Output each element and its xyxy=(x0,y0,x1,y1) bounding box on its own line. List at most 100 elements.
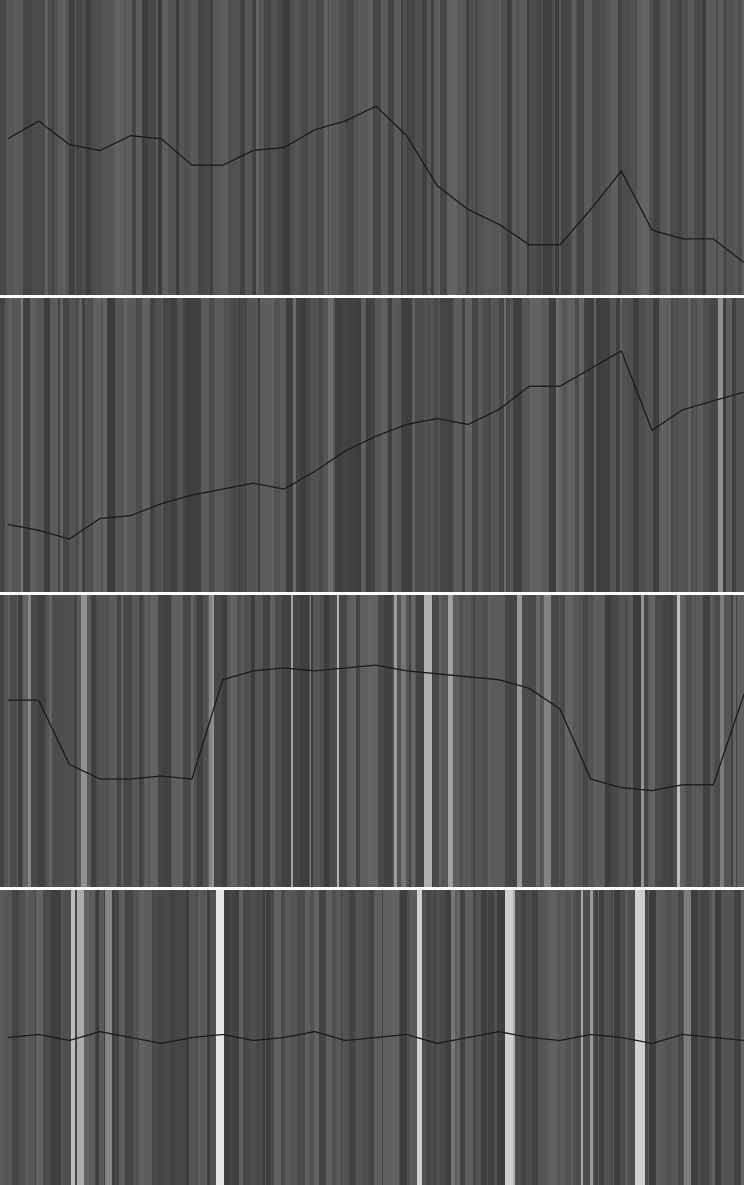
stripe xyxy=(618,0,622,295)
stripe xyxy=(112,890,115,1185)
stripe xyxy=(45,0,48,295)
stripe xyxy=(434,0,439,295)
stripe xyxy=(17,595,18,887)
stripe xyxy=(136,298,142,592)
stripe xyxy=(530,298,533,592)
stripe xyxy=(594,595,597,887)
stripe xyxy=(63,890,71,1185)
stripe xyxy=(491,298,492,592)
stripe xyxy=(310,595,311,887)
stripe xyxy=(182,298,183,592)
stripe xyxy=(542,0,543,295)
stripe xyxy=(553,0,554,295)
stripe xyxy=(630,595,633,887)
stripe xyxy=(0,595,4,887)
stripe xyxy=(598,890,599,1185)
stripe xyxy=(633,595,641,887)
stripe xyxy=(300,595,307,887)
stripe xyxy=(435,890,436,1185)
stripe xyxy=(562,298,567,592)
stripe xyxy=(596,298,602,592)
stripe xyxy=(629,0,637,295)
stripe xyxy=(77,595,81,887)
stripe xyxy=(200,890,201,1185)
stripe xyxy=(293,595,300,887)
stripe xyxy=(494,890,497,1185)
stripe xyxy=(549,298,556,592)
stripe xyxy=(95,890,96,1185)
stripe xyxy=(14,0,16,295)
stripe xyxy=(296,298,300,592)
stripe xyxy=(323,298,326,592)
stripe xyxy=(738,0,742,295)
stripe xyxy=(415,0,422,295)
stripe xyxy=(38,595,44,887)
stripe xyxy=(521,890,526,1185)
stripe xyxy=(297,890,305,1185)
stripe xyxy=(622,298,628,592)
stripe xyxy=(39,0,45,295)
stripe xyxy=(320,595,324,887)
stripe xyxy=(561,890,565,1185)
stripe xyxy=(222,595,227,887)
stripe xyxy=(175,890,181,1185)
stripe xyxy=(455,890,457,1185)
stripe xyxy=(487,890,488,1185)
stripe xyxy=(0,890,4,1185)
stripe xyxy=(91,890,95,1185)
stripe xyxy=(633,298,639,592)
stripe xyxy=(610,0,611,295)
stripe xyxy=(698,890,701,1185)
stripe xyxy=(79,298,82,592)
stripe xyxy=(561,0,567,295)
stripe xyxy=(454,298,462,592)
stripe xyxy=(512,0,516,295)
stripe xyxy=(703,595,706,887)
stripe xyxy=(197,595,203,887)
stripe xyxy=(660,0,667,295)
stripe xyxy=(360,595,368,887)
stripe xyxy=(110,0,115,295)
stripe xyxy=(19,890,25,1185)
stripe xyxy=(244,0,245,295)
stripe xyxy=(706,595,710,887)
stripe xyxy=(484,0,491,295)
stripe xyxy=(163,298,171,592)
stripe xyxy=(724,0,725,295)
stripe xyxy=(30,0,32,295)
stripe xyxy=(725,890,733,1185)
stripe xyxy=(451,595,453,887)
stripe xyxy=(457,0,461,295)
stripe xyxy=(310,890,314,1185)
stripe xyxy=(427,0,431,295)
stripe xyxy=(243,890,249,1185)
stripe xyxy=(96,595,98,887)
stripe xyxy=(155,298,161,592)
stripe xyxy=(18,595,22,887)
stripe xyxy=(471,595,474,887)
stripe xyxy=(520,0,527,295)
stripe xyxy=(69,0,75,295)
stripe xyxy=(341,298,348,592)
stripe xyxy=(515,890,521,1185)
stripe xyxy=(368,298,375,592)
stripe xyxy=(93,298,101,592)
stripe xyxy=(253,0,256,295)
stripe xyxy=(207,0,210,295)
stripe xyxy=(541,595,544,887)
stripe xyxy=(667,0,670,295)
stripe xyxy=(399,890,400,1185)
stripe xyxy=(119,890,125,1185)
stripe xyxy=(190,595,191,887)
stripe xyxy=(715,595,720,887)
stripe xyxy=(28,595,31,887)
stripe xyxy=(590,890,593,1185)
stripe xyxy=(139,890,144,1185)
stripe xyxy=(383,890,391,1185)
stripe xyxy=(483,298,488,592)
stripe xyxy=(331,0,339,295)
stripe xyxy=(459,595,463,887)
stripe xyxy=(22,595,23,887)
stripe xyxy=(184,0,190,295)
stripe xyxy=(207,890,210,1185)
